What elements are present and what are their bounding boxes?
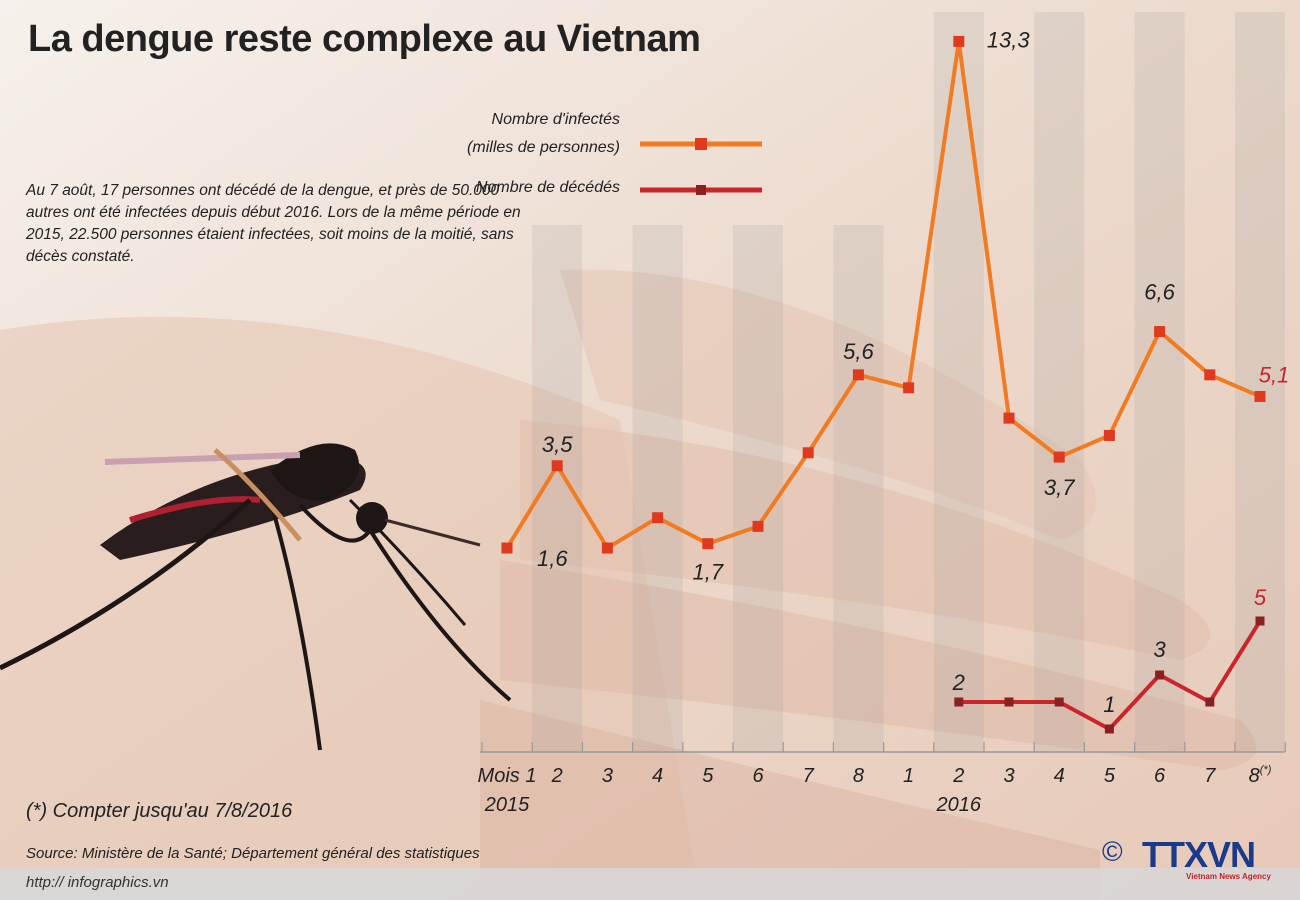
legend-infected-line1: Nombre d'infectés	[491, 111, 620, 128]
legend-infected-line2: (milles de personnes)	[467, 139, 620, 156]
band-5	[733, 225, 783, 752]
x-axis-tick-labels: Mois 1 2 3 4 5 6 7 8 1 2 3 4 5 6 7 8(*)	[478, 764, 1272, 787]
deaths-point	[1255, 616, 1265, 626]
year-label: 2016	[936, 794, 982, 816]
tick-superscript: (*)	[1260, 764, 1272, 776]
infected-value-label: 1,6	[537, 546, 568, 571]
alternating-bands	[532, 12, 1285, 752]
band-13	[1134, 12, 1185, 752]
tick-label: 3	[602, 765, 613, 787]
infected-point	[1003, 412, 1015, 424]
legend-infected-marker	[695, 138, 707, 150]
deaths-point	[954, 697, 964, 707]
band-1	[532, 225, 583, 752]
infected-value-label: 13,3	[987, 27, 1031, 52]
band-9	[933, 12, 984, 752]
infected-point	[953, 35, 965, 47]
source-text: Source: Ministère de la Santé; Départeme…	[26, 845, 480, 862]
infected-point	[903, 382, 915, 394]
deaths-point	[1205, 697, 1215, 707]
infected-value-label: 5,1	[1259, 362, 1290, 387]
deaths-value-label: 3	[1153, 637, 1166, 662]
infected-point	[1053, 451, 1065, 463]
infected-point	[852, 369, 864, 381]
infected-point	[702, 538, 714, 550]
infected-point	[652, 512, 664, 524]
tick-label: 4	[1054, 765, 1065, 787]
url-link[interactable]: http:// infographics.vn	[26, 874, 169, 891]
tick-label: 8(*)	[1249, 764, 1272, 787]
infected-point	[601, 542, 613, 554]
band-3	[632, 225, 683, 752]
deaths-point	[1004, 697, 1014, 707]
deaths-value-label: 1	[1103, 692, 1115, 717]
infected-point	[1154, 326, 1166, 338]
url-bar: http:// infographics.vn	[0, 868, 1300, 900]
tick-label: 5	[702, 765, 714, 787]
series-infected: 1,6 3,5 1,7 5,6 13,3 3,7 6,6 5,1	[501, 27, 1290, 585]
legend-deaths-text: Nombre de décédés	[475, 179, 620, 196]
infected-value-label: 6,6	[1144, 280, 1175, 305]
logo-subtitle: Vietnam News Agency	[1186, 872, 1271, 881]
tick-label: 2	[551, 765, 563, 787]
footnote: (*) Compter jusqu'au 7/8/2016	[26, 800, 293, 822]
page-title: La dengue reste complexe au Vietnam	[28, 18, 701, 60]
infected-value-label: 5,6	[843, 339, 874, 364]
infected-point	[1103, 429, 1115, 441]
year-label: 2015	[484, 794, 530, 816]
tick-label: 5	[1104, 765, 1116, 787]
tick-label: 1	[903, 765, 914, 787]
copyright-icon: ©	[1102, 836, 1123, 867]
infected-point	[551, 460, 563, 472]
tick-label: 7	[1204, 765, 1216, 787]
legend-infected-label: Nombre d'infectés (milles de personnes)	[430, 106, 620, 162]
tick-label: 3	[1003, 765, 1014, 787]
legend-deaths-marker	[696, 185, 706, 195]
legend-deaths-label: Nombre de décédés	[430, 179, 620, 197]
series-deaths: 2 1 3 5	[952, 585, 1267, 734]
band-11	[1034, 12, 1085, 752]
tick-label: 6	[1154, 765, 1166, 787]
deaths-point	[1155, 670, 1165, 680]
tick-label: 4	[652, 765, 663, 787]
logo-brand: TTXVN	[1142, 834, 1256, 875]
tick-label: Mois 1	[478, 765, 537, 787]
deaths-value-label: 5	[1254, 585, 1267, 610]
infected-value-label: 3,5	[542, 432, 573, 457]
x-axis-tickmarks	[481, 742, 1286, 752]
infected-point	[1204, 369, 1216, 381]
tick-label: 7	[803, 765, 815, 787]
legend-symbols	[640, 138, 762, 195]
year-labels: 2015 2016	[484, 794, 982, 816]
infected-line	[505, 39, 1261, 551]
infected-point	[752, 520, 764, 532]
ttxvn-logo: © TTXVN Vietnam News Agency	[1102, 834, 1282, 884]
band-7	[833, 225, 884, 752]
deaths-value-label: 2	[952, 670, 965, 695]
infected-point	[1254, 390, 1266, 402]
mosquito-illustration	[0, 443, 512, 751]
infected-point	[802, 447, 814, 459]
tick-label: 6	[752, 765, 764, 787]
intro-text: Au 7 août, 17 personnes ont décédé de la…	[26, 182, 521, 265]
infected-value-label: 3,7	[1044, 475, 1075, 500]
deaths-point	[1104, 724, 1114, 734]
infected-value-label: 1,7	[693, 560, 724, 585]
band-15	[1235, 12, 1285, 752]
tick-label: 8	[853, 765, 864, 787]
deaths-point	[1054, 697, 1064, 707]
infected-point	[501, 542, 513, 554]
tick-label: 2	[952, 765, 964, 787]
